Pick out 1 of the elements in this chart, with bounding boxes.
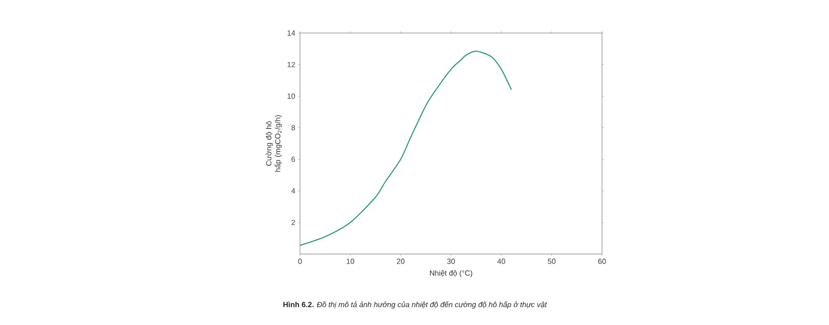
- line-series: [300, 50, 512, 246]
